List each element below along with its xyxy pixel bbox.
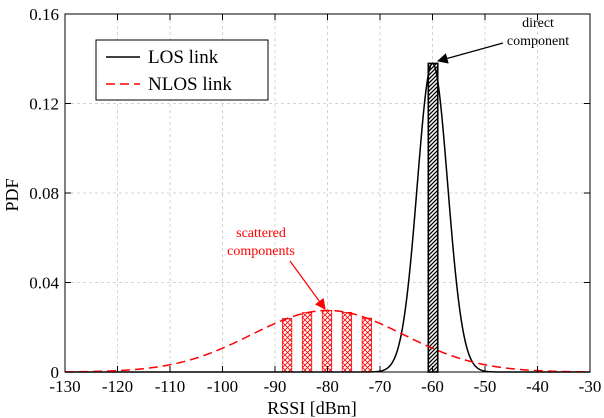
y-tick-label: 0.12	[29, 95, 59, 114]
x-tick-label: -50	[474, 377, 497, 396]
series-line-nlos	[65, 309, 590, 373]
x-tick-label: -60	[421, 377, 444, 396]
x-tick-label: -90	[264, 377, 287, 396]
x-tick-label: -110	[155, 377, 186, 396]
legend-label-nlos: NLOS link	[148, 74, 232, 95]
y-tick-label: 0.04	[29, 274, 59, 293]
legend-label-los: LOS link	[148, 47, 219, 68]
y-axis-label: PDF	[2, 178, 22, 211]
x-tick-label: -120	[102, 377, 133, 396]
axes: -130 -120 -110 -100 -90 -80 -70 -60 -50 -40 -30 0 0.…	[29, 5, 601, 396]
x-tick-label: -80	[316, 377, 339, 396]
nlos-hatched-bar	[301, 312, 313, 373]
y-tick-label: 0.08	[29, 184, 59, 203]
y-tick-label: 0.16	[29, 5, 59, 24]
annotation-scattered: scattered components	[227, 226, 326, 310]
x-tick-label: -100	[207, 377, 238, 396]
annotation-scattered-arrow	[289, 260, 326, 310]
legend-box	[95, 39, 269, 101]
annotation-direct-arrow	[436, 42, 504, 64]
los-hatched-bar	[427, 62, 439, 373]
annotation-direct: direct component	[436, 16, 569, 64]
plot-content	[65, 62, 590, 373]
annotation-direct-line2: component	[507, 34, 569, 49]
y-axis-title: PDF	[2, 178, 22, 211]
x-tick-label: -130	[49, 377, 80, 396]
legend: LOS link NLOS link	[95, 39, 269, 101]
x-tick-label: -40	[526, 377, 549, 396]
nlos-hatched-bar	[341, 312, 353, 373]
annotation-scattered-line1: scattered	[236, 226, 286, 241]
nlos-hatched-bar	[361, 317, 372, 373]
x-tick-label: -70	[369, 377, 392, 396]
y-tick-label: 0	[51, 363, 60, 382]
nlos-hatched-bar	[281, 318, 293, 373]
x-tick-label: -30	[579, 377, 602, 396]
x-axis-label: RSSI [dBm]	[267, 398, 357, 418]
nlos-hatched-bar	[321, 310, 333, 373]
annotation-direct-line1: direct	[522, 16, 554, 31]
annotation-scattered-line2: components	[227, 244, 295, 259]
